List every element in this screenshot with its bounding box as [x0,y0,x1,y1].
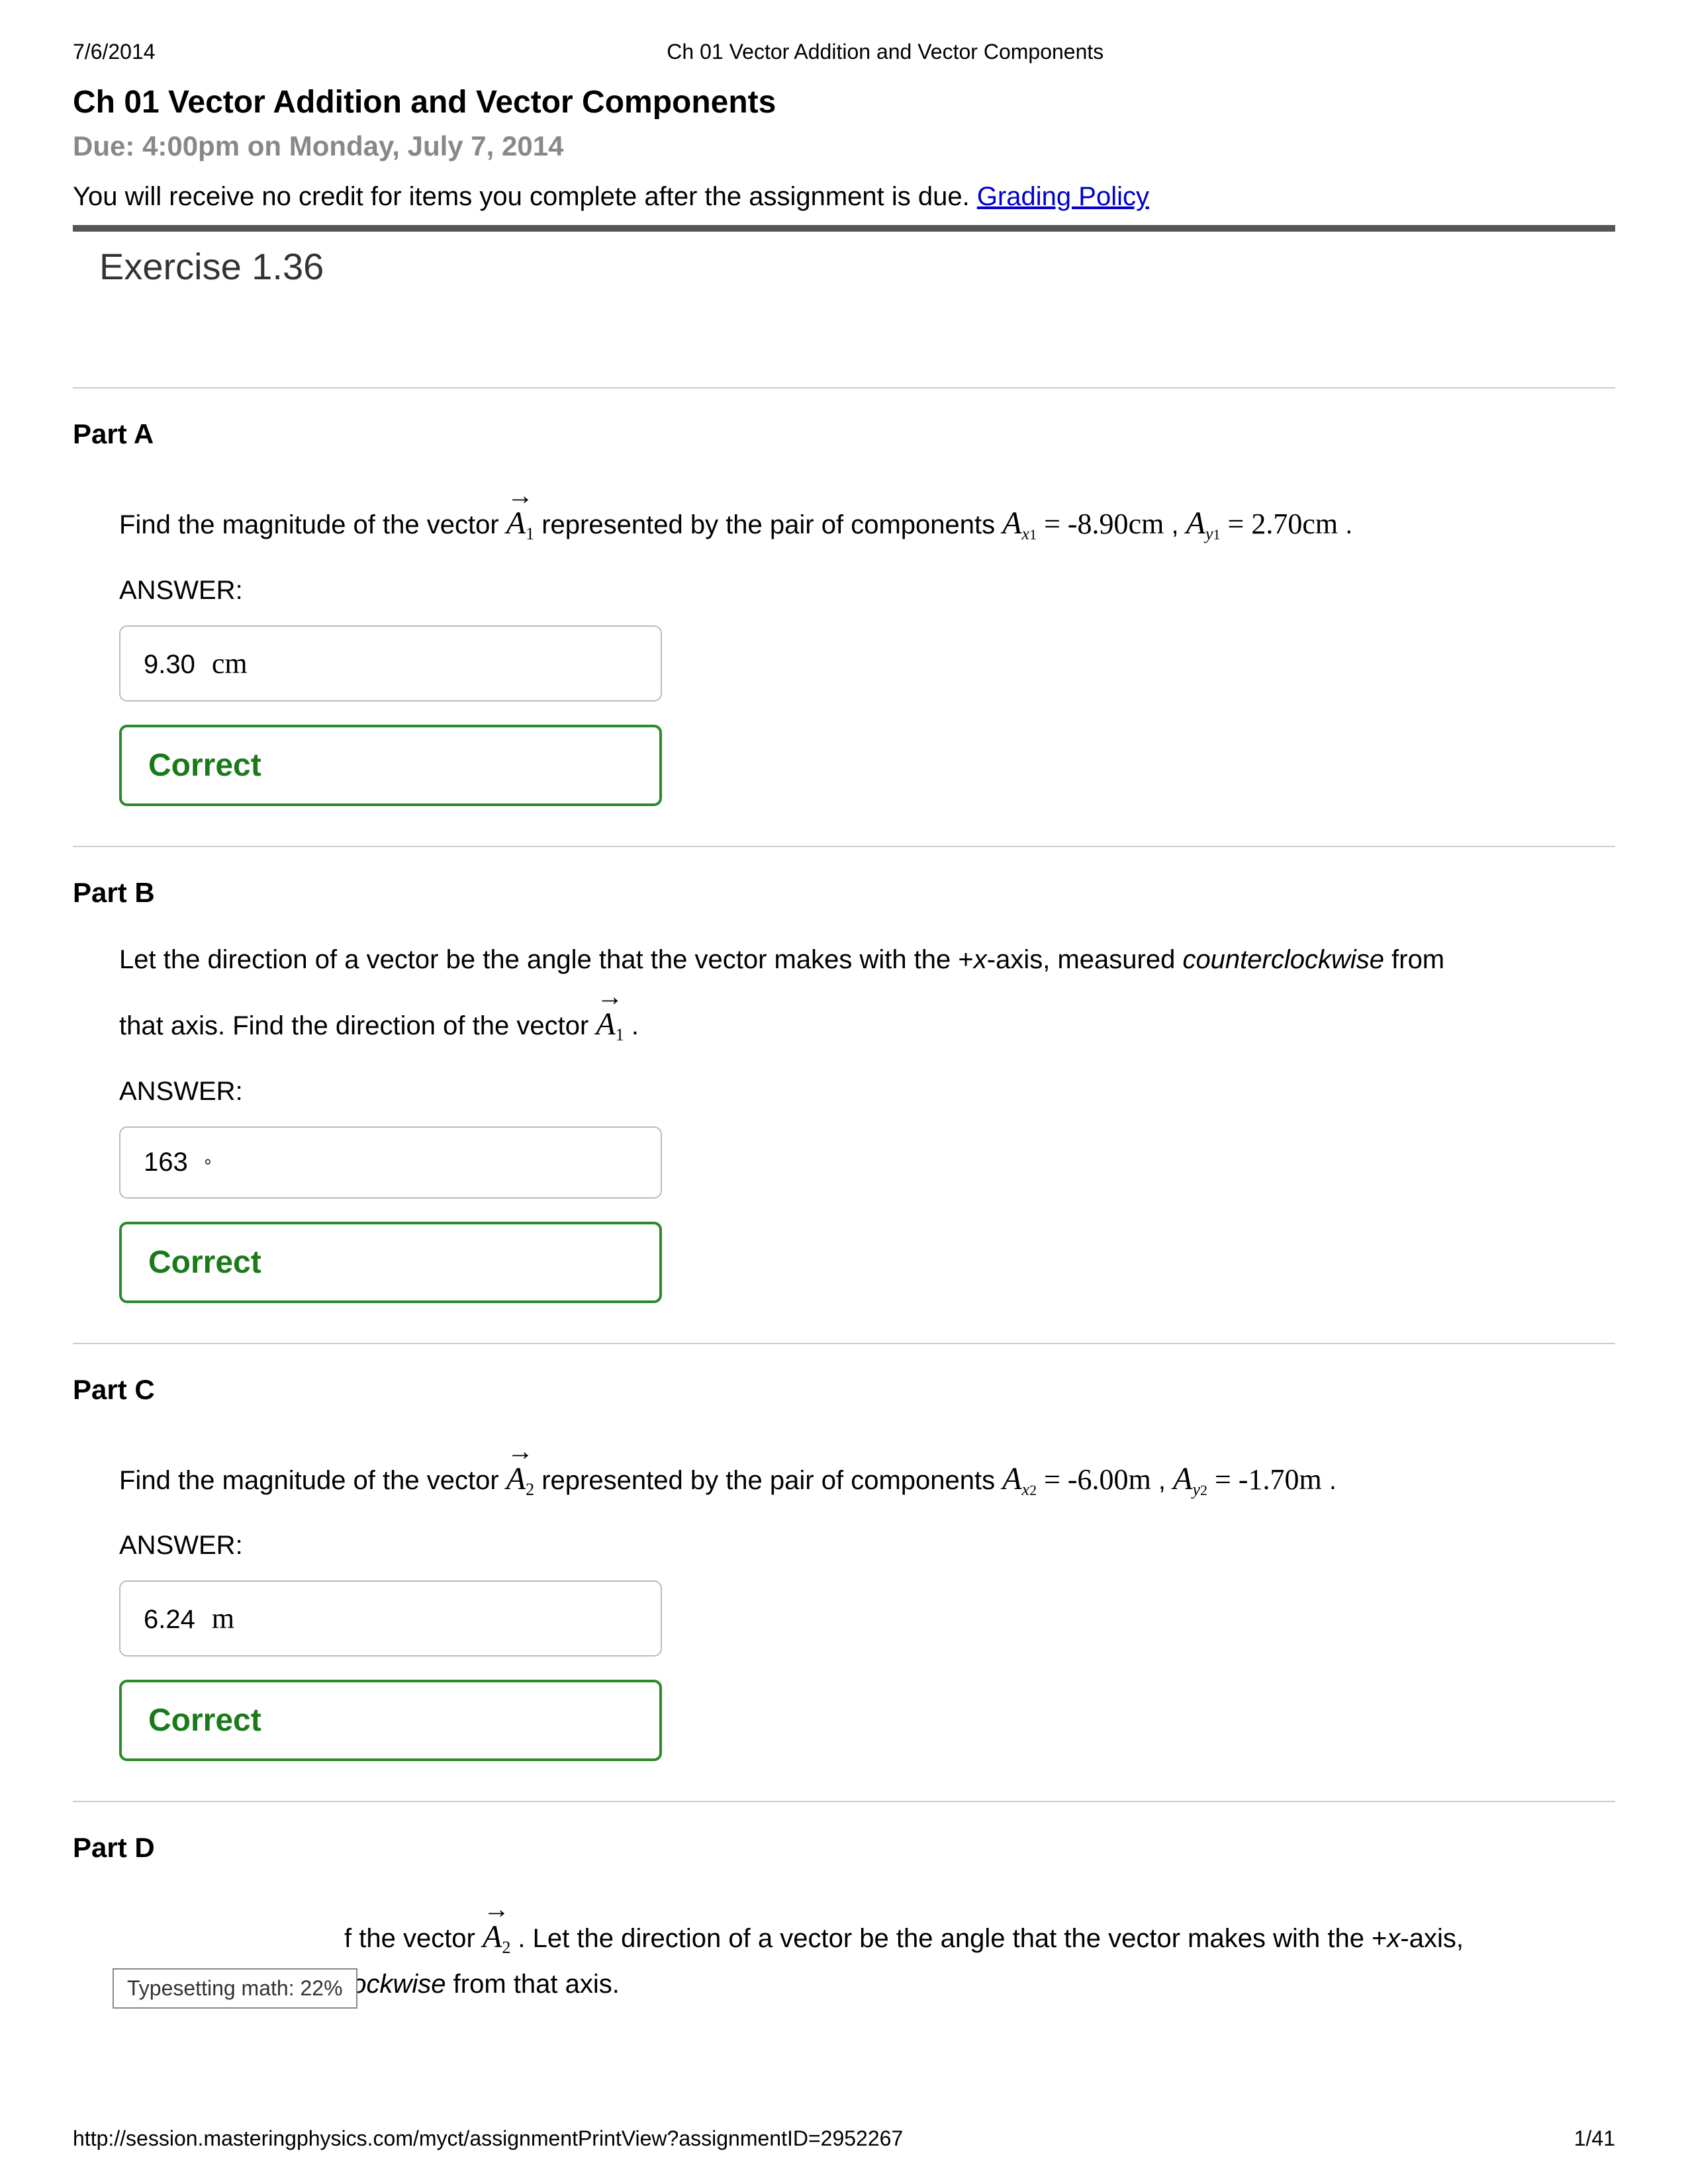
qend: . [624,1011,639,1040]
unit: cm [1302,508,1338,540]
answer-label: ANSWER: [119,576,1615,606]
x-var: x [974,945,987,974]
vector-a1: →A1 [506,480,534,549]
eq: = -6.00 [1037,1463,1128,1496]
unit: cm [1129,508,1164,540]
thick-rule [73,225,1615,232]
qtext: Find the magnitude of the vector [119,1466,506,1495]
answer-value: 163 [144,1148,188,1177]
vector-a2: →A2 [506,1435,534,1505]
sep: , [1164,510,1186,539]
sub: 2 [1200,1482,1207,1498]
part-b: Part B Let the direction of a vector be … [73,877,1615,1303]
part-b-content: Let the direction of a vector be the ang… [119,938,1615,1303]
qtext: Let the direction of a vector be the ang… [119,945,974,974]
intro-line: You will receive no credit for items you… [73,182,1615,212]
qend: . [1338,510,1352,539]
answer-box-c[interactable]: 6.24 m [119,1580,662,1657]
vector-a1: →A1 [596,981,624,1050]
sym: A [1002,1461,1021,1496]
x-var: x [1387,1924,1400,1953]
intro-text: You will receive no credit for items you… [73,182,977,211]
part-a: Part A Find the magnitude of the vector … [73,418,1615,806]
qtext: represented by the pair of components [534,510,1002,539]
assignment-title: Ch 01 Vector Addition and Vector Compone… [73,84,1615,120]
footer-url: http://session.masteringphysics.com/myct… [73,2126,903,2151]
footer-page: 1/41 [1574,2126,1615,2151]
qtext: -axis, measured [987,945,1183,974]
qend: . [1322,1466,1336,1495]
answer-value: 6.24 [144,1605,195,1635]
exercise-title: Exercise 1.36 [99,245,1615,288]
part-c-content: Find the magnitude of the vector →A2 rep… [119,1435,1615,1762]
eq: = 2.70 [1221,508,1303,540]
qtext: represented by the pair of components [534,1466,1002,1495]
sep: , [1151,1466,1173,1495]
sym: A [1173,1461,1192,1496]
divider [73,846,1615,847]
part-c: Part C Find the magnitude of the vector … [73,1374,1615,1762]
divider [73,1801,1615,1802]
answer-box-b[interactable]: 163 ° [119,1126,662,1199]
print-footer: http://session.masteringphysics.com/myct… [73,2126,1615,2151]
ccw: counterclockwise [1182,945,1384,974]
sub: x [1022,1480,1030,1499]
part-c-label: Part C [73,1374,1615,1406]
unit: m [1299,1463,1321,1496]
part-b-question: Let the direction of a vector be the ang… [119,938,1615,1050]
qtext: from that axis. [446,1970,620,1999]
unit: m [1129,1463,1151,1496]
due-line: Due: 4:00pm on Monday, July 7, 2014 [73,130,1615,162]
sub: 2 [1029,1482,1037,1498]
qtext: Find the magnitude of the vector [119,510,506,539]
feedback-correct: Correct [119,1222,662,1303]
part-a-label: Part A [73,418,1615,450]
qtext: . Let the direction of a vector be the a… [510,1924,1387,1953]
part-d-label: Part D [73,1832,1615,1864]
answer-box-a[interactable]: 9.30 cm [119,625,662,702]
answer-unit: cm [212,647,248,680]
answer-unit: m [212,1602,234,1635]
answer-unit: ° [205,1156,211,1175]
sub: y [1192,1480,1200,1499]
qtext: -axis, [1400,1924,1464,1953]
print-date: 7/6/2014 [73,40,156,64]
part-c-question: Find the magnitude of the vector →A2 rep… [119,1435,1615,1505]
sym: A [1002,506,1021,541]
divider [73,387,1615,388]
answer-value: 9.30 [144,650,195,680]
qtext: that axis. Find the direction of the vec… [119,1011,596,1040]
sub: 1 [1213,526,1221,543]
feedback-correct: Correct [119,725,662,806]
vector-a2: →A2 [483,1893,510,1963]
part-a-content: Find the magnitude of the vector →A1 rep… [119,480,1615,806]
part-a-question: Find the magnitude of the vector →A1 rep… [119,480,1615,549]
page: 7/6/2014 Ch 01 Vector Addition and Vecto… [0,0,1688,2184]
sub: 1 [1029,526,1037,543]
qtext: from [1384,945,1444,974]
sym: A [1186,506,1205,541]
answer-label: ANSWER: [119,1077,1615,1107]
divider [73,1343,1615,1344]
eq: = -8.90 [1037,508,1128,540]
print-header: 7/6/2014 Ch 01 Vector Addition and Vecto… [73,40,1615,64]
print-title: Ch 01 Vector Addition and Vector Compone… [667,40,1103,64]
answer-label: ANSWER: [119,1531,1615,1561]
grading-policy-link[interactable]: Grading Policy [977,182,1149,211]
part-b-label: Part B [73,877,1615,909]
sub: y [1205,524,1213,543]
typesetting-status: Typesetting math: 22% [113,1968,357,2009]
feedback-correct: Correct [119,1680,662,1761]
eq: = -1.70 [1207,1463,1299,1496]
qtext: f the vector [344,1924,483,1953]
sub: x [1022,524,1030,543]
